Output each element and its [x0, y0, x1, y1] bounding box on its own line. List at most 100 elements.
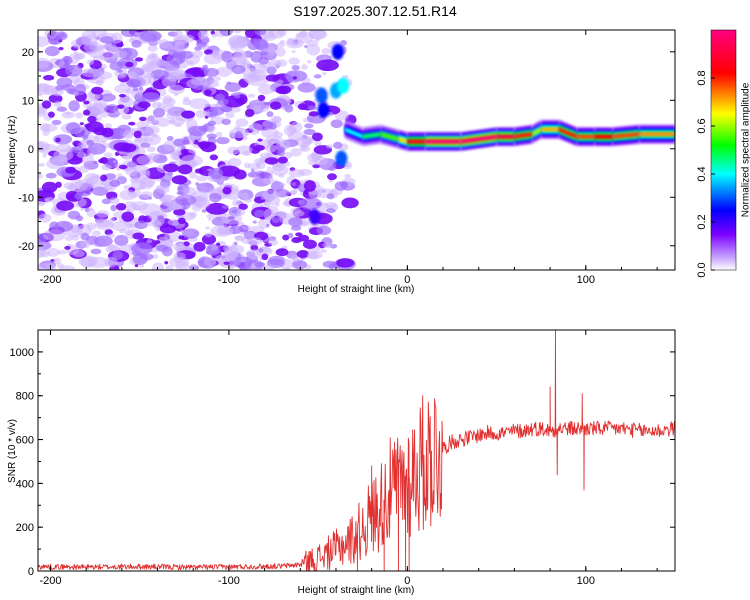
noise-blob — [115, 202, 127, 211]
noise-blob — [96, 116, 102, 122]
noise-blob — [236, 209, 246, 216]
noise-blob — [223, 249, 238, 259]
colorbar-tick-label: 0.8 — [696, 70, 708, 85]
colorbar-ticks: 0.0 0.2 0.4 0.6 0.8 — [696, 70, 715, 278]
noise-blob — [209, 193, 222, 203]
noise-blob — [190, 263, 197, 268]
noise-blob — [175, 194, 197, 206]
noise-blob — [152, 107, 166, 118]
noise-blob — [189, 98, 210, 110]
noise-blob — [51, 119, 62, 126]
noise-blob — [275, 47, 286, 57]
noise-blob — [273, 129, 279, 135]
noise-blob — [306, 59, 312, 64]
noise-blob — [155, 227, 161, 232]
noise-blob — [308, 111, 319, 117]
spectrogram-x-tick-label: 100 — [577, 274, 595, 286]
noise-blob — [168, 119, 176, 124]
noise-blob — [56, 200, 75, 211]
noise-blob — [234, 94, 241, 99]
noise-blob — [271, 217, 280, 224]
noise-blob — [179, 229, 184, 234]
noise-blob — [134, 220, 148, 230]
noise-blob — [41, 181, 58, 193]
noise-blob — [260, 264, 275, 270]
noise-blob — [119, 151, 124, 155]
noise-blob — [221, 118, 231, 126]
ridge-segment — [425, 139, 461, 144]
noise-blob — [326, 193, 335, 200]
noise-blob — [140, 64, 154, 73]
noise-blob — [252, 220, 257, 224]
noise-blob — [326, 144, 334, 149]
noise-blob — [174, 30, 183, 38]
noise-blob — [65, 64, 83, 77]
noise-blob — [91, 86, 104, 95]
noise-blob — [109, 197, 120, 205]
noise-blob — [258, 248, 264, 253]
noise-blob — [250, 244, 259, 251]
noise-blob — [290, 207, 301, 215]
spectrogram-x-ticks: -200 -100 0 100 — [39, 30, 658, 286]
noise-blob — [322, 242, 334, 249]
noise-blob — [247, 171, 261, 178]
noise-blob — [208, 217, 212, 222]
spectrogram-y-tick-label: -10 — [18, 192, 34, 204]
noise-blob — [126, 79, 142, 88]
noise-blob — [279, 182, 286, 187]
noise-blob — [151, 101, 162, 109]
noise-blob — [273, 62, 282, 68]
noise-blob — [115, 135, 123, 139]
colorbar-tick-label: 0.0 — [696, 262, 708, 277]
noise-blob — [299, 197, 323, 210]
noise-blob — [173, 252, 186, 260]
noise-blob — [144, 125, 160, 135]
noise-blob — [62, 84, 76, 92]
noise-blob — [159, 224, 177, 234]
noise-blob — [81, 143, 87, 149]
noise-blob — [133, 130, 142, 139]
noise-blob — [295, 232, 303, 237]
noise-blob — [91, 30, 108, 39]
snr-x-tick-label: 0 — [404, 575, 410, 587]
noise-blob — [109, 179, 121, 188]
noise-blob — [304, 123, 314, 129]
noise-blob — [168, 256, 190, 268]
noise-blob — [245, 249, 262, 259]
noise-blob — [215, 131, 223, 138]
noise-blob — [207, 106, 225, 116]
noise-blob — [126, 161, 138, 168]
noise-blob — [147, 72, 155, 79]
noise-blob — [236, 221, 245, 227]
noise-blob — [296, 250, 309, 259]
noise-blob — [39, 123, 51, 132]
noise-blob — [257, 94, 266, 101]
noise-blob — [207, 120, 216, 126]
noise-blob — [177, 217, 186, 225]
noise-blob — [38, 57, 50, 69]
noise-blob — [269, 101, 282, 110]
noise-blob — [259, 30, 275, 39]
noise-blob — [236, 145, 253, 155]
noise-blob — [307, 105, 317, 111]
noise-blob — [210, 30, 216, 35]
noise-blob — [321, 71, 327, 76]
noise-blob — [41, 100, 52, 109]
ridge-segment — [514, 132, 533, 139]
noise-blob — [114, 234, 129, 246]
noise-blob — [121, 211, 135, 222]
noise-blob — [254, 261, 266, 268]
noise-blob — [261, 127, 274, 138]
noise-blob — [100, 93, 116, 102]
noise-blob — [204, 89, 212, 96]
noise-blob — [86, 59, 94, 66]
noise-blob — [128, 121, 136, 126]
noise-blob — [233, 241, 238, 246]
noise-blob — [100, 52, 109, 61]
noise-blob — [302, 239, 317, 250]
noise-blob — [261, 253, 269, 261]
noise-blob — [163, 140, 177, 151]
noise-blob — [166, 111, 176, 120]
noise-blob — [139, 116, 147, 122]
noise-blob — [125, 166, 139, 177]
